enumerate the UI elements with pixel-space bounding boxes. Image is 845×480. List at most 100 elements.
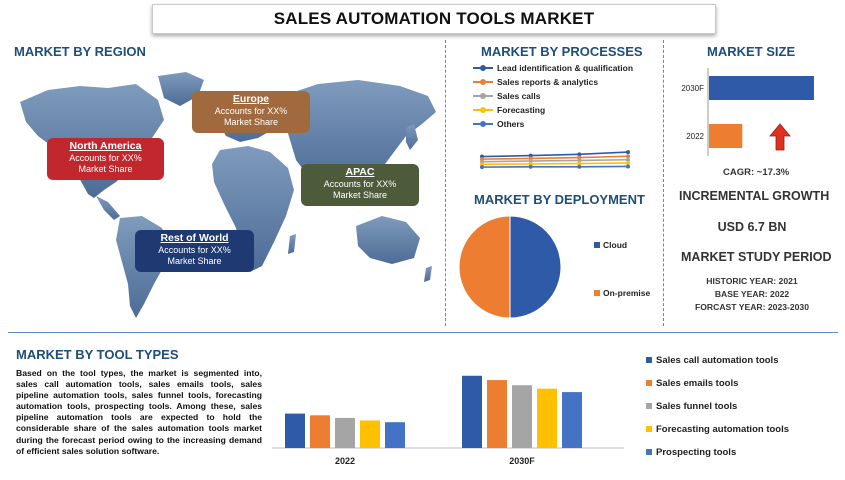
region-box-rest-of-world: Rest of World Accounts for XX% Market Sh… [135,230,254,272]
region-name: North America [69,140,142,152]
region-share: Accounts for XX% [323,179,397,189]
legend-swatch [646,426,652,432]
process-point [577,164,582,169]
market-size-bar-chart: 2030F 2022 [681,68,814,156]
legend-swatch [473,93,493,99]
map-japan [406,124,418,150]
legend-forecasting-automation: Forecasting automation tools [646,422,789,436]
region-share-label: Market Share [223,117,279,127]
tool-bar [487,380,507,448]
process-point [480,162,484,167]
tool-types-legend: Sales call automation tools Sales emails… [646,353,789,459]
divider-region [445,40,446,326]
process-point [577,158,582,163]
region-share: Accounts for XX% [214,106,288,116]
tool-bar [385,422,405,448]
legend-swatch [473,65,493,71]
legend-swatch [594,290,600,296]
legend-label: Sales calls [497,91,541,101]
legend-label: Sales reports & analytics [497,77,599,87]
region-share: Accounts for XX% [158,245,231,255]
processes-line-chart [480,150,630,170]
region-box-apac: APAC Accounts for XX% Market Share [301,164,419,206]
base-year: BASE YEAR: 2022 [714,289,790,299]
tool-bar [360,420,380,448]
region-heading: MARKET BY REGION [14,44,146,59]
cagr-text: CAGR: ~17.3% [723,167,790,178]
region-name: Europe [232,93,270,105]
processes-legend: Lead identification & qualification Sale… [473,61,633,131]
legend-prospecting: Prospecting tools [646,445,789,459]
size-tick-label: 2022 [686,132,704,141]
region-box-europe: Europe Accounts for XX% Market Share [192,91,310,133]
legend-label: Forecasting [497,105,546,115]
legend-label: Cloud [603,240,628,250]
map-new-zealand [424,266,432,282]
page-title: SALES AUTOMATION TOOLS MARKET [273,9,595,28]
region-share: Accounts for XX% [69,153,142,163]
region-box-north-america: North America Accounts for XX% Market Sh… [47,138,164,180]
process-line-2 [481,158,629,163]
map-africa [212,146,294,272]
process-point [626,150,630,155]
region-share-label: Market Share [78,164,133,174]
legend-cloud: Cloud [594,238,627,252]
legend-on-premise: On-premise [594,286,650,300]
region-share-label: Market Share [332,190,388,200]
tool-types-paragraph: Based on the tool types, the market is s… [16,368,262,456]
incremental-value: USD 6.7 BN [717,220,787,234]
tool-bar [512,385,532,448]
process-point [626,160,630,165]
process-line-0 [481,151,629,158]
legend-sales-emails: Sales emails tools [646,376,789,390]
legend-sales-funnel: Sales funnel tools [646,399,789,413]
region-name: APAC [345,166,375,178]
process-point [480,165,484,170]
size-bar-2030F [709,76,814,100]
pie-slice-on-premise [458,215,511,319]
process-point [577,155,582,160]
legend-forecasting: Forecasting [473,103,633,117]
region-name: Rest of World [160,232,229,244]
growth-arrow-icon [769,123,791,151]
forecast-year: FORCAST YEAR: 2023-2030 [695,302,809,312]
legend-swatch [646,357,652,363]
legend-sales-call: Sales call automation tools [646,353,789,367]
legend-swatch [473,79,493,85]
processes-heading: MARKET BY PROCESSES [481,44,643,59]
legend-swatch [646,380,652,386]
legend-swatch [646,449,652,455]
legend-others: Others [473,117,633,131]
process-point [577,161,582,166]
legend-label: Forecasting automation tools [656,423,790,435]
legend-label: Lead identification & qualification [497,63,634,73]
legend-label: Others [497,119,525,129]
map-central-america [96,196,120,220]
deployment-legend-cloud: Cloud [594,238,627,252]
legend-label: Sales call automation tools [656,354,779,366]
divider-processes [663,40,664,326]
tool-bar [285,413,305,448]
process-point [626,154,630,159]
legend-calls: Sales calls [473,89,633,103]
tool-types-bar-chart: 2022 2030F [272,375,624,466]
legend-label: Prospecting tools [656,446,737,458]
tool-bar [537,388,557,448]
process-point [528,164,533,169]
incremental-heading: INCREMENTAL GROWTH [679,189,830,203]
process-line-4 [481,165,629,168]
tools-tick-label: 2030F [509,456,535,466]
size-bar-2022 [709,124,743,148]
legend-swatch [473,107,493,113]
size-tick-label: 2030F [681,84,704,93]
historic-year: HISTORIC YEAR: 2021 [706,276,798,286]
legend-label: On-premise [603,288,651,298]
legend-swatch [646,403,652,409]
tool-bar [562,392,582,448]
market-size-heading: MARKET SIZE [707,44,796,59]
pie-slice-cloud [509,215,562,319]
process-line-1 [481,155,629,160]
tool-bar [462,375,482,448]
map-australia [356,216,420,264]
study-period-heading: MARKET STUDY PERIOD [681,250,832,264]
